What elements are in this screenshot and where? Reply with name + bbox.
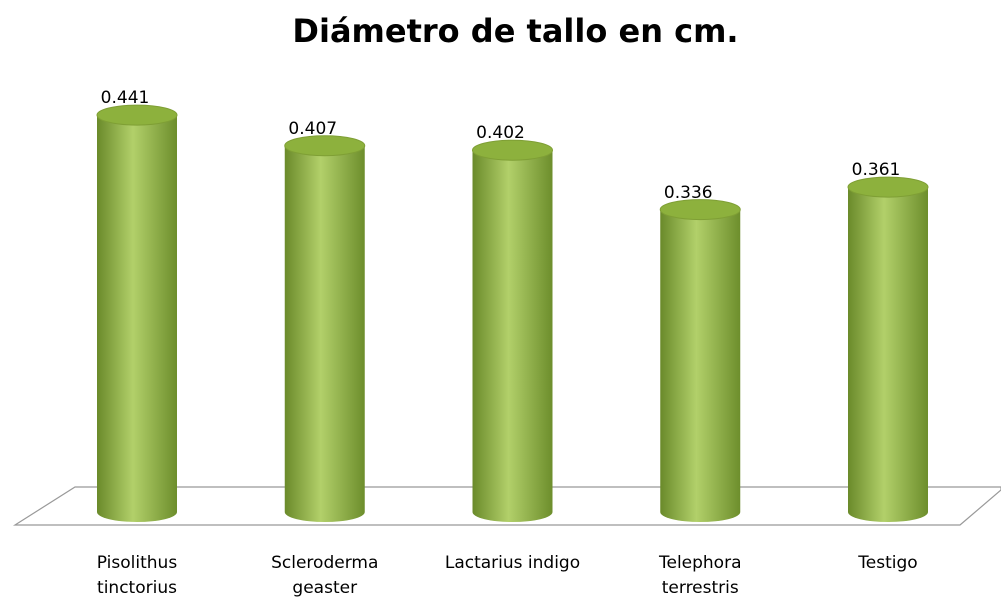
data-label: 0.402 (476, 123, 525, 144)
x-tick-label: Telephora terrestris (658, 553, 742, 598)
data-label: 0.441 (100, 88, 150, 109)
cylinder-top (472, 139, 553, 161)
cylinder-body (284, 145, 365, 522)
chart-title: Diámetro de tallo en cm. (292, 12, 739, 50)
bar (847, 176, 929, 522)
data-label: 0.407 (288, 118, 338, 139)
cylinder-body (97, 115, 177, 522)
x-tick-label: Lactarius indigo (444, 553, 581, 573)
cylinder-body (472, 150, 553, 522)
cylinder-body (660, 209, 741, 522)
cylinder-top (659, 199, 741, 221)
bar (96, 104, 178, 522)
bar (284, 135, 366, 522)
data-label: 0.361 (851, 160, 901, 181)
x-tick-label: Scleroderma geaster (271, 553, 379, 598)
bar (659, 199, 741, 522)
cylinder-body (848, 187, 928, 522)
cylinder-top (284, 135, 366, 157)
x-tick-label: Pisolithus tinctorius (96, 553, 178, 598)
cylinder-top (96, 104, 178, 126)
cylinder-top (847, 176, 929, 198)
x-tick-label: Testigo (858, 553, 918, 573)
bar (472, 139, 553, 522)
data-label: 0.336 (663, 182, 713, 203)
